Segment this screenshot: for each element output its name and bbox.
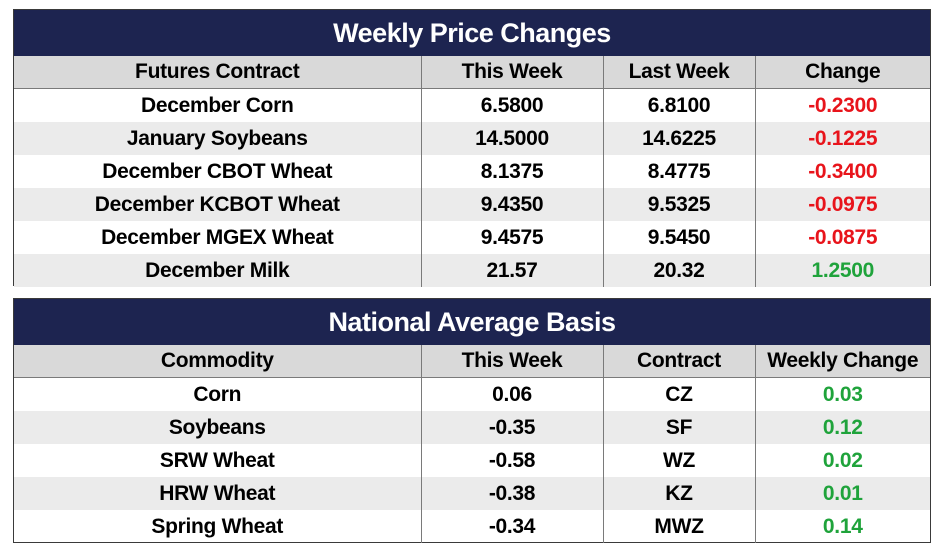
change-cell: 1.2500 — [754, 254, 930, 287]
weekly-change-cell: 0.14 — [754, 510, 930, 543]
column-header: This Week — [420, 56, 603, 89]
this-week-cell: 21.57 — [420, 254, 603, 287]
this-week-cell: -0.35 — [420, 411, 603, 444]
this-week-cell: -0.58 — [420, 444, 603, 477]
weekly-change-cell: 0.03 — [754, 377, 930, 411]
table-row: December Milk 21.57 20.32 1.2500 — [14, 254, 930, 287]
contract-cell: January Soybeans — [14, 122, 421, 155]
contract-cell: December CBOT Wheat — [102, 159, 333, 183]
this-week-cell: 9.4575 — [420, 221, 603, 254]
contract-cell: SF — [602, 411, 755, 444]
table-title: National Average Basis — [14, 299, 930, 345]
column-header: Futures Contract — [14, 56, 421, 89]
this-week-cell: -0.34 — [420, 510, 603, 543]
table-row: December Corn 6.5800 6.8100 -0.2300 — [14, 88, 930, 122]
commodity-cell: Corn — [14, 377, 421, 411]
change-cell: -0.3400 — [754, 155, 930, 188]
table-row: December KCBOT Wheat 9.4350 9.5325 -0.09… — [14, 188, 930, 221]
commodity-cell: HRW Wheat — [14, 477, 421, 510]
weekly-change-cell: 0.01 — [754, 477, 930, 510]
commodity-cell: SRW Wheat — [159, 448, 275, 472]
this-week-cell: 14.5000 — [420, 122, 603, 155]
last-week-cell: 20.32 — [602, 254, 755, 287]
weekly-change-cell: 0.12 — [754, 411, 930, 444]
table-row: Spring Wheat -0.34 MWZ 0.14 — [14, 510, 930, 543]
contract-cell: CZ — [602, 377, 755, 411]
contract-cell: WZ — [602, 444, 755, 477]
weekly-change-cell: 0.02 — [754, 444, 930, 477]
table-row: HRW Wheat -0.38 KZ 0.01 — [14, 477, 930, 510]
price-changes-grid: Futures Contract This Week Last Week Cha… — [14, 56, 930, 287]
last-week-cell: 14.6225 — [602, 122, 755, 155]
change-cell: -0.2300 — [754, 88, 930, 122]
this-week-cell: 8.1375 — [420, 155, 603, 188]
header-row: Futures Contract This Week Last Week Cha… — [14, 56, 930, 89]
contract-cell: December Milk — [14, 254, 421, 287]
contract-cell: KZ — [602, 477, 755, 510]
column-header: Change — [754, 56, 930, 89]
last-week-cell: 9.5325 — [602, 188, 755, 221]
this-week-cell: 9.4350 — [420, 188, 603, 221]
this-week-cell: 0.06 — [420, 377, 603, 411]
basis-grid: Commodity This Week Contract Weekly Chan… — [14, 345, 930, 543]
this-week-cell: -0.38 — [420, 477, 603, 510]
column-header: Weekly Change — [754, 345, 930, 378]
change-cell: -0.0875 — [754, 221, 930, 254]
contract-cell: MWZ — [602, 510, 755, 543]
national-average-basis-table: National Average Basis Commodity This We… — [13, 298, 931, 543]
change-cell: -0.0975 — [754, 188, 930, 221]
header-row: Commodity This Week Contract Weekly Chan… — [14, 345, 930, 378]
commodity-cell: Soybeans — [14, 411, 421, 444]
commodity-cell: Spring Wheat — [151, 514, 284, 538]
column-header: Contract — [602, 345, 755, 378]
weekly-price-changes-table: Weekly Price Changes Futures Contract Th… — [13, 9, 931, 287]
last-week-cell: 9.5450 — [602, 221, 755, 254]
table-title: Weekly Price Changes — [14, 10, 930, 56]
table-row: December CBOT Wheat 8.1375 8.4775 -0.340… — [14, 155, 930, 188]
column-header: This Week — [420, 345, 603, 378]
contract-cell: December KCBOT Wheat — [14, 188, 421, 221]
last-week-cell: 6.8100 — [602, 88, 755, 122]
contract-cell: December Corn — [14, 88, 421, 122]
table-row: January Soybeans 14.5000 14.6225 -0.1225 — [14, 122, 930, 155]
column-header: Commodity — [14, 345, 421, 378]
this-week-cell: 6.5800 — [420, 88, 603, 122]
table-row: Corn 0.06 CZ 0.03 — [14, 377, 930, 411]
last-week-cell: 8.4775 — [602, 155, 755, 188]
table-row: December MGEX Wheat 9.4575 9.5450 -0.087… — [14, 221, 930, 254]
column-header: Last Week — [602, 56, 755, 89]
table-row: SRW Wheat -0.58 WZ 0.02 — [14, 444, 930, 477]
change-cell: -0.1225 — [754, 122, 930, 155]
table-row: Soybeans -0.35 SF 0.12 — [14, 411, 930, 444]
contract-cell: December MGEX Wheat — [101, 225, 334, 249]
